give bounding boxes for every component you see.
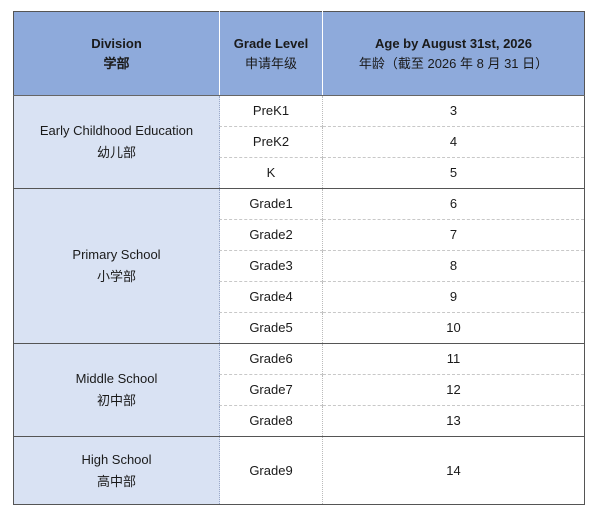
table-row: High School 高中部 Grade9 14 bbox=[13, 436, 585, 505]
division-name-zh: 幼儿部 bbox=[96, 145, 136, 160]
division-header-en: Division bbox=[91, 35, 142, 51]
table-row: Grade8 13 bbox=[14, 405, 585, 437]
division-cell: Primary School 小学部 bbox=[13, 188, 220, 344]
age-header-zh: 年龄（截至 2026 年 8 月 31 日） bbox=[358, 55, 549, 71]
age-header-en: Age by August 31st, 2026 bbox=[374, 35, 532, 51]
grade-cell: K bbox=[219, 157, 323, 189]
grade-cell: Grade8 bbox=[219, 405, 323, 437]
age-cell: 11 bbox=[322, 343, 585, 375]
grade-cell: Grade6 bbox=[219, 343, 323, 375]
grade-cell: PreK1 bbox=[219, 95, 323, 127]
age-cell: 8 bbox=[322, 250, 585, 282]
table-row: Primary School 小学部 Grade1 6 bbox=[13, 188, 585, 344]
age-cell: 6 bbox=[322, 188, 585, 220]
age-cell: 3 bbox=[322, 95, 585, 127]
age-header: Age by August 31st, 2026 年龄（截至 2026 年 8 … bbox=[322, 11, 585, 96]
division-name-zh: 初中部 bbox=[96, 393, 136, 408]
age-cell: 7 bbox=[322, 219, 585, 251]
table-header-row: Division 学部 Grade Level 申请年级 Age by Augu… bbox=[13, 11, 585, 96]
grade-cell: Grade1 bbox=[219, 188, 323, 220]
table-row: Middle School 初中部 Grade6 11 bbox=[13, 343, 585, 437]
table-row: Early Childhood Education 幼儿部 PreK1 3 bbox=[13, 95, 585, 189]
division-name-en: Middle School bbox=[75, 371, 158, 386]
grade-cell: Grade2 bbox=[219, 219, 323, 251]
grade-level-header-en: Grade Level bbox=[233, 35, 309, 51]
table-row: PreK2 4 bbox=[14, 126, 585, 158]
division-header-zh: 学部 bbox=[103, 55, 130, 71]
grade-level-header: Grade Level 申请年级 bbox=[219, 11, 323, 96]
age-cell: 10 bbox=[322, 312, 585, 344]
table-body: Early Childhood Education 幼儿部 PreK1 3 PreK2 4… bbox=[13, 95, 585, 505]
table-row: Grade5 10 bbox=[14, 312, 585, 344]
division-name-zh: 高中部 bbox=[96, 473, 136, 489]
grade-level-header-zh: 申请年级 bbox=[244, 55, 297, 71]
grade-cell: Grade3 bbox=[219, 250, 323, 282]
table-row: Grade4 9 bbox=[14, 281, 585, 313]
division-cell: High School 高中部 bbox=[13, 436, 220, 505]
age-cell: 4 bbox=[322, 126, 585, 158]
age-cell: 12 bbox=[322, 374, 585, 406]
division-cell: Early Childhood Education 幼儿部 bbox=[13, 95, 220, 189]
division-cell: Middle School 初中部 bbox=[13, 343, 220, 437]
division-name-en: Primary School bbox=[72, 247, 161, 262]
age-cell: 9 bbox=[322, 281, 585, 313]
age-cell: 5 bbox=[322, 157, 585, 189]
age-cell: 13 bbox=[322, 405, 585, 437]
division-name-en: Early Childhood Education bbox=[39, 123, 194, 138]
grade-cell: Grade7 bbox=[219, 374, 323, 406]
division-header: Division 学部 bbox=[13, 11, 220, 96]
division-name-en: High School bbox=[81, 451, 152, 467]
division-name-zh: 小学部 bbox=[96, 269, 136, 284]
age-cell: 14 bbox=[322, 436, 585, 505]
grade-cell: Grade4 bbox=[219, 281, 323, 313]
table-row: Grade2 7 bbox=[14, 219, 585, 251]
grade-cell: PreK2 bbox=[219, 126, 323, 158]
table-row: Grade3 8 bbox=[14, 250, 585, 282]
grade-cell: Grade5 bbox=[219, 312, 323, 344]
table-row: Grade7 12 bbox=[14, 374, 585, 406]
age-grade-table: Division 学部 Grade Level 申请年级 Age by Augu… bbox=[13, 11, 585, 505]
grade-cell: Grade9 bbox=[219, 436, 323, 505]
